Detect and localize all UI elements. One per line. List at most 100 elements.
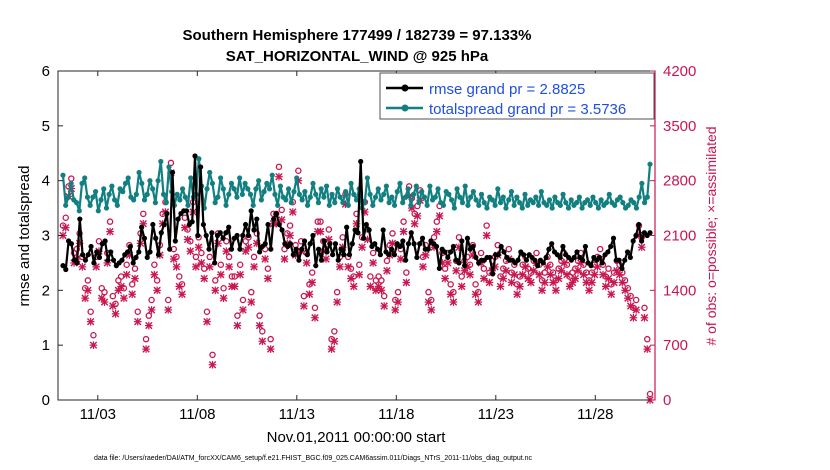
obs-assimilated-point <box>322 255 330 263</box>
rmse-point <box>167 246 173 252</box>
obs-possible-point <box>286 222 294 229</box>
obs-possible-point <box>256 312 263 319</box>
rmse-point <box>338 246 344 252</box>
rmse-point <box>198 164 204 170</box>
rmse-point <box>633 232 639 239</box>
spread-point <box>641 200 648 206</box>
spread-point <box>106 191 112 197</box>
obs-possible-point <box>228 273 236 280</box>
spread-point <box>606 191 612 197</box>
obs-assimilated-point <box>192 263 200 271</box>
spread-point <box>375 186 381 192</box>
legend: rmse grand pr = 2.8825 totalspread grand… <box>379 72 655 120</box>
rmse-point <box>473 254 479 261</box>
obs-assimilated-point <box>61 223 70 232</box>
rmse-point <box>271 216 277 222</box>
legend-box <box>379 72 655 120</box>
spread-point <box>473 197 479 203</box>
obs-assimilated-point <box>571 274 580 283</box>
obs-assimilated-point <box>183 235 192 244</box>
rmse-point <box>624 249 631 255</box>
obs-possible-point <box>632 296 640 304</box>
rmse-point <box>220 235 226 241</box>
obs-possible-point <box>308 269 316 276</box>
obs-possible-point <box>203 308 211 315</box>
spread-point <box>332 200 338 206</box>
spread-point <box>101 186 107 192</box>
obs-assimilated-point <box>632 306 640 314</box>
spread-point <box>209 180 216 187</box>
spread-point <box>519 205 525 211</box>
obs-possible-point <box>378 277 385 284</box>
obs-possible-point <box>106 218 114 225</box>
rmse-point <box>523 257 530 263</box>
obs-assimilated-point <box>330 337 339 346</box>
x-tick-label: 11/03 <box>80 406 116 423</box>
spread-point <box>207 169 213 176</box>
spread-point <box>636 194 642 200</box>
obs-assimilated-point <box>266 345 275 353</box>
obs-assimilated-point <box>557 266 566 275</box>
obs-assimilated-point <box>114 286 123 295</box>
spread-point <box>84 194 91 200</box>
y-right-tick-label: 4200 <box>663 63 696 80</box>
obs-assimilated-point <box>109 302 117 310</box>
rmse-point <box>88 243 94 250</box>
obs-possible-point <box>225 253 233 261</box>
spread-point <box>391 202 398 208</box>
spread-point <box>370 202 376 208</box>
rmse-point <box>546 246 552 252</box>
spread-point <box>261 189 267 195</box>
rmse-point <box>144 254 150 261</box>
spread-point <box>459 200 466 206</box>
obs-assimilated-point <box>200 274 208 283</box>
rmse-point <box>419 235 426 241</box>
obs-assimilated-point <box>574 266 582 275</box>
y-right-tick-label: 700 <box>663 337 688 354</box>
obs-assimilated-point <box>640 313 649 322</box>
spread-point <box>351 191 357 197</box>
spread-point <box>549 205 555 211</box>
rmse-point <box>195 232 201 239</box>
y-right-tick-label: 2800 <box>663 173 696 190</box>
obs-possible-point <box>123 261 130 268</box>
obs-assimilated-point <box>327 345 336 353</box>
obs-assimilated-point <box>142 345 150 353</box>
rmse-point <box>335 257 341 263</box>
obs-assimilated-point <box>316 227 325 236</box>
footnote-data-file: data file: /Users/raeder/DAI/ATM_forcXX/… <box>94 455 533 462</box>
spread-point <box>139 180 145 187</box>
obs-possible-point <box>267 335 274 343</box>
spread-point <box>215 194 221 200</box>
spread-point <box>381 191 387 197</box>
spread-point <box>617 194 623 200</box>
obs-assimilated-point <box>197 259 206 267</box>
rmse-point <box>164 210 170 217</box>
spread-point <box>402 194 409 200</box>
rmse-point <box>549 241 555 247</box>
obs-possible-point <box>259 328 266 335</box>
rmse-point <box>391 252 398 258</box>
rmse-point <box>596 254 603 261</box>
obs-assimilated-point <box>424 298 433 306</box>
obs-possible-point <box>109 292 117 300</box>
spread-point <box>378 197 384 203</box>
obs-possible-point <box>644 335 651 343</box>
rmse-point <box>647 230 653 236</box>
rmse-point <box>447 249 454 255</box>
spread-point <box>92 189 99 195</box>
rmse-point <box>119 257 125 263</box>
rmse-point <box>209 230 215 236</box>
obs-assimilated-point <box>471 290 480 299</box>
rmse-point <box>245 232 251 239</box>
spread-point <box>348 180 354 187</box>
rmse-point <box>96 254 103 261</box>
obs-assimilated-point <box>513 290 521 299</box>
rmse-point <box>223 230 229 236</box>
obs-assimilated-point <box>543 263 552 271</box>
obs-assimilated-point <box>474 298 483 306</box>
spread-point <box>625 202 631 208</box>
spread-point <box>590 194 596 200</box>
obs-assimilated-point <box>540 278 549 287</box>
obs-possible-point <box>275 163 283 171</box>
